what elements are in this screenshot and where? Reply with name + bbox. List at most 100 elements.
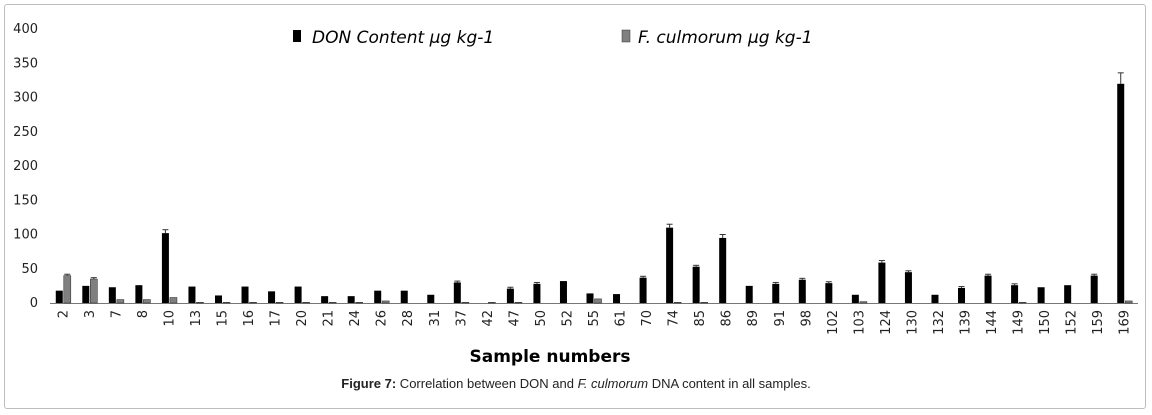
x-tick-label: 31 xyxy=(428,310,443,327)
x-tick-label: 150 xyxy=(1038,310,1053,335)
x-tick-label: 91 xyxy=(773,310,788,327)
bar-don xyxy=(347,296,355,303)
bar-fc xyxy=(700,302,708,304)
bar-fc xyxy=(169,297,178,304)
bar-don xyxy=(851,294,859,303)
bar-don xyxy=(55,290,63,303)
bar-fc xyxy=(196,302,204,304)
bar-don xyxy=(613,294,621,303)
x-tick-label: 103 xyxy=(852,310,867,335)
legend: DON Content µg kg-1 F. culmorum µg kg-1 xyxy=(293,28,813,48)
x-tick-label: 86 xyxy=(720,310,735,327)
x-tick-label: 61 xyxy=(614,310,629,327)
legend-label-don-unit: µg kg-1 xyxy=(429,28,495,48)
x-tick-label: 98 xyxy=(799,310,814,327)
legend-swatch-don xyxy=(293,30,301,42)
legend-label-don: DON Content xyxy=(312,28,430,48)
x-tick-label: 15 xyxy=(215,310,230,327)
bar-don xyxy=(427,294,435,303)
bar-don xyxy=(639,277,647,303)
bar-fc xyxy=(116,299,125,304)
bar-don xyxy=(586,293,594,303)
bar-don xyxy=(188,286,196,303)
x-tick-label: 16 xyxy=(242,310,257,327)
x-tick-label: 132 xyxy=(932,310,947,335)
bars-group xyxy=(55,72,1133,304)
figure-caption: Figure 7: Correlation between DON and F.… xyxy=(0,376,1152,391)
bar-don xyxy=(559,281,567,303)
y-tick-label: 150 xyxy=(13,193,38,208)
bar-fc xyxy=(328,302,337,304)
bar-fc xyxy=(594,298,602,304)
x-tick-label: 74 xyxy=(667,310,682,327)
bar-don xyxy=(82,285,90,303)
bar-don xyxy=(931,294,939,303)
bar-don xyxy=(453,282,461,303)
y-tick-label: 300 xyxy=(13,91,38,106)
x-tick-label: 28 xyxy=(401,310,416,327)
bar-fc xyxy=(302,302,310,304)
x-tick-label: 37 xyxy=(454,310,469,327)
bar-don xyxy=(1117,83,1125,303)
x-tick-label: 70 xyxy=(640,310,655,327)
bar-fc xyxy=(488,302,496,304)
bar-don xyxy=(135,285,143,303)
caption-figure-number: Figure 7: xyxy=(341,376,397,391)
svg-text:DON Content µg kg-1: DON Content µg kg-1 xyxy=(312,28,494,48)
x-tick-label: 10 xyxy=(162,310,177,327)
bar-fc xyxy=(1018,302,1027,304)
x-tick-label: 169 xyxy=(1118,310,1133,335)
caption-text-2: DNA content in all samples. xyxy=(648,376,811,391)
x-tick-label: 20 xyxy=(295,310,310,327)
svg-text:F. culmorum µg kg-1: F. culmorum µg kg-1 xyxy=(638,28,813,48)
x-axis: 2 3 7 8 10 13 15 16 17 20 21 24 26 28 31 37 42 47 50 52 55 61… xyxy=(50,303,1138,335)
x-tick-label: 13 xyxy=(189,310,204,327)
bar-don xyxy=(268,291,276,303)
x-tick-label: 124 xyxy=(879,310,894,335)
y-axis: 0 50 100 150 200 250 300 350 400 xyxy=(13,22,38,311)
bar-don xyxy=(241,286,249,303)
bar-don xyxy=(772,283,780,303)
x-tick-label: 21 xyxy=(322,310,337,327)
bar-don xyxy=(666,227,674,303)
y-tick-label: 250 xyxy=(13,125,38,140)
legend-label-fc: F. culmorum xyxy=(638,28,748,48)
bar-don xyxy=(904,272,912,303)
x-tick-label: 52 xyxy=(560,310,575,327)
caption-text-1: Correlation between DON and xyxy=(396,376,578,391)
bar-fc xyxy=(514,302,523,304)
y-tick-label: 350 xyxy=(13,56,38,71)
y-tick-label: 200 xyxy=(13,159,38,174)
bar-fc xyxy=(90,278,98,304)
bar-fc xyxy=(859,301,868,304)
caption-species: F. culmorum xyxy=(577,376,649,391)
bar-fc xyxy=(673,302,682,304)
x-tick-label: 89 xyxy=(746,310,761,327)
bar-don xyxy=(214,295,222,303)
bar-don xyxy=(692,266,700,303)
y-tick-label: 0 xyxy=(30,296,38,311)
x-tick-label: 130 xyxy=(905,310,920,335)
x-tick-label: 17 xyxy=(269,310,284,327)
bar-fc xyxy=(1124,300,1133,304)
legend-swatch-fc xyxy=(621,29,631,43)
y-tick-label: 50 xyxy=(21,262,38,277)
bar-don xyxy=(719,237,727,303)
bar-don xyxy=(984,275,992,303)
x-tick-label: 47 xyxy=(507,310,522,327)
x-tick-label: 139 xyxy=(959,310,974,335)
figure-frame xyxy=(4,4,1146,409)
x-tick-label: 50 xyxy=(534,310,549,327)
x-tick-label: 24 xyxy=(348,310,363,327)
x-tick-label: 3 xyxy=(83,310,98,318)
bar-don xyxy=(506,288,514,303)
bar-don xyxy=(1090,275,1098,303)
x-tick-label: 85 xyxy=(693,310,708,327)
legend-label-fc-unit: µg kg-1 xyxy=(747,28,813,48)
bar-don xyxy=(108,287,116,303)
bar-fc xyxy=(461,302,470,304)
bar-don xyxy=(400,290,408,303)
x-tick-label: 152 xyxy=(1065,310,1080,335)
x-tick-label: 2 xyxy=(56,310,71,318)
